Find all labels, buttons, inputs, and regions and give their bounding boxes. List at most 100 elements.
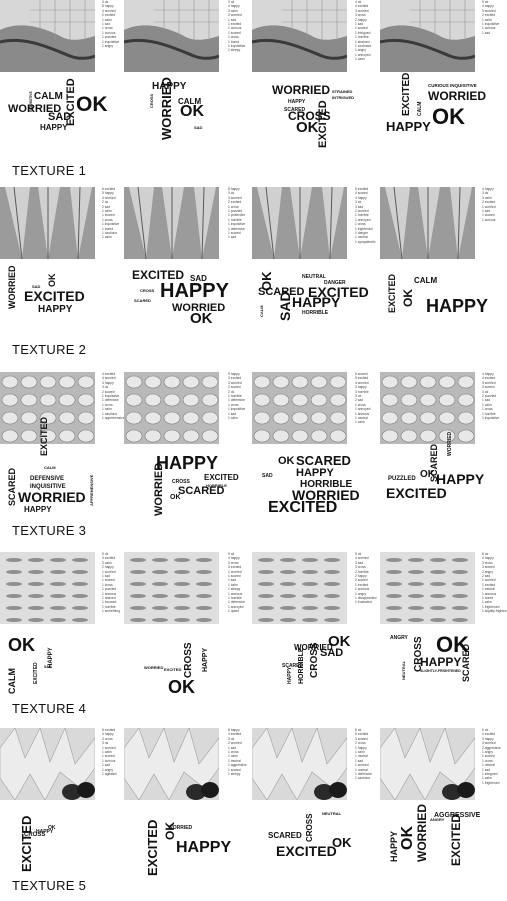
cloud-word: HAPPY [152, 81, 187, 92]
response-list: 4 happy 4 excited 3 worried 3 scared 3 ok 2 p… [482, 372, 507, 448]
response-list-item: 3 ok [102, 0, 109, 4]
cloud-word: SAD [320, 647, 344, 659]
response-list-item: 1 inquisitive [102, 39, 120, 44]
response-list-item: 1 scared [102, 213, 115, 218]
cloud-word: OK [278, 455, 295, 467]
response-list: 4 excited 4 worried 3 happy 3 ok 2 scared 1 i… [102, 372, 131, 448]
cloud-word: OK [168, 677, 195, 697]
cloud-word: OK [401, 289, 415, 307]
response-list-item: 2 puzzled [482, 394, 497, 399]
response-list-item: 2 excited [102, 13, 116, 18]
response-list-item: 3 worried [482, 380, 496, 385]
cloud-word: WORRIED [18, 489, 86, 505]
response-list-item: 4 worried [102, 195, 116, 200]
word-cloud: AGGRESSIVE WORRIED OK HAPPY EXCITED ANGRY [386, 804, 501, 876]
response-list: 8 happy 3 ok 3 worried 2 excited 1 cross 1 pu… [228, 187, 257, 263]
response-list-item: 4 happy [482, 372, 494, 376]
response-list-item: 1 sad [102, 574, 111, 579]
response-list-item: 2 happy [355, 17, 367, 22]
response-list-item: 3 happy [102, 380, 114, 385]
response-list-item: 4 ok [355, 0, 362, 4]
response-list-item: 1 confused [355, 44, 372, 49]
response-list-item: 3 worried [228, 195, 242, 200]
response-list-item: 1 horrible [228, 217, 242, 222]
response-list-item: 2 scared [102, 389, 115, 394]
response-list-item: 1 sad [228, 745, 237, 750]
word-cloud: CROSS EXCITED OK HAPPY [4, 810, 119, 876]
response-list-item: 1 defensive [102, 398, 119, 403]
word-cloud: OK EXCITED HAPPY WORRIED SAD [4, 266, 119, 335]
cloud-word: EXCITED [268, 499, 338, 516]
response-list-item: 1 angry [102, 767, 113, 772]
cloud-word: APPREHENSIVE [89, 474, 94, 506]
response-list-item: 1 worried [355, 763, 369, 768]
response-list-item: 1 excited [355, 582, 369, 587]
response-list-item: 1 calm [482, 402, 492, 407]
response-list-item: 4 worried [102, 376, 116, 381]
response-list-item: 1 sad [228, 578, 237, 583]
response-list-item: 6 excited [102, 187, 116, 191]
cloud-word: OK [432, 104, 465, 129]
response-list-item: 3 cross [355, 13, 366, 18]
cloud-word: CROSS [140, 288, 155, 293]
response-list-item: 3 ok [355, 394, 362, 399]
cloud-word: SAD [194, 125, 203, 130]
response-list-item: 1 focused [102, 600, 117, 605]
response-list-item: 1 angry [102, 44, 113, 49]
response-list-item: 1 intrigued [482, 772, 498, 777]
response-list-item: 1 anxious [102, 591, 117, 596]
response-list-item: 1 cross [228, 402, 239, 407]
response-list-item: 3 worried [482, 8, 496, 13]
response-list: 8 ok 5 excited 3 scared 2 cross 1 happy 1 cal… [355, 728, 384, 804]
response-list-item: 1 inquisitive [102, 394, 120, 399]
response-list-item: 1 cross [228, 750, 239, 755]
response-list-item: 3 ok [228, 736, 235, 741]
response-list: 8 excited 4 happy 3 cross 3 ok 1 worried 1 ca… [102, 728, 131, 804]
response-list-item: 1 frightened [482, 780, 500, 785]
cloud-word: WORRIED [415, 804, 429, 862]
cloud-word: HAPPY [176, 839, 232, 856]
response-list-item: 1 curious [482, 26, 496, 31]
response-list: 9 ok 3 excited 3 calm 2 happy 1 worried 1 sad… [102, 552, 131, 628]
response-list-item: 1 cross [102, 402, 113, 407]
cloud-word: HAPPY [160, 280, 229, 302]
response-list-item: 1 horrible [355, 35, 369, 40]
response-list-item: 1 calm [228, 582, 238, 587]
texture-photo [252, 728, 347, 800]
texture-photo [252, 0, 347, 72]
response-list-item: 1 scared [482, 754, 495, 759]
word-cloud: EXCITED CALM DEFENSIVE INQUISITIVE WORRIED HA… [4, 417, 119, 520]
texture-photo [0, 372, 95, 444]
response-list-item: 3 excited [102, 556, 116, 561]
response-list-item: 3 worried [228, 380, 242, 385]
response-list-item: 4 excited [102, 372, 116, 376]
response-list-item: 9 ok [228, 552, 235, 556]
cloud-word: WORRIED [428, 89, 486, 103]
response-list-item: 1 slightly-frightened [482, 609, 507, 614]
texture-label: TEXTURE 3 [12, 523, 87, 538]
response-list-item: 1 neutral [482, 763, 495, 768]
word-cloud: CALM WORRIED SAD HAPPY OK EXCITED INQUISITIVE [4, 78, 119, 148]
response-list-item: 2 scared [355, 578, 368, 583]
response-list-item: 1 inquisitive [482, 22, 500, 27]
response-list-item: 1 sad [482, 209, 491, 214]
word-cloud: OK NEUTRAL DANGER SCARED EXCITED HAPPY SAD HORR… [258, 269, 373, 335]
cloud-word: OK [420, 469, 435, 480]
response-list-item: 1 cautious [102, 231, 118, 236]
response-list-item: 1 cautious [355, 776, 371, 781]
response-list-item: 8 ok [355, 728, 362, 732]
response-list-item: 1 neutral [355, 416, 368, 421]
texture-label: TEXTURE 1 [12, 163, 87, 178]
cloud-word: SAD [190, 274, 207, 283]
response-list-item: 1 anxious [482, 591, 497, 596]
cloud-word: HAPPY [287, 666, 293, 684]
response-list-item: 4 excited [482, 376, 496, 381]
texture-photo [124, 187, 219, 259]
response-list-item: 2 cross [355, 741, 366, 746]
texture-photo [380, 728, 475, 800]
texture-photo [124, 0, 219, 72]
response-list-item: 1 neutral [228, 758, 241, 763]
response-list-item: 1 calm [228, 416, 238, 421]
texture-photo [380, 552, 475, 624]
cloud-word: CALM [259, 305, 264, 317]
